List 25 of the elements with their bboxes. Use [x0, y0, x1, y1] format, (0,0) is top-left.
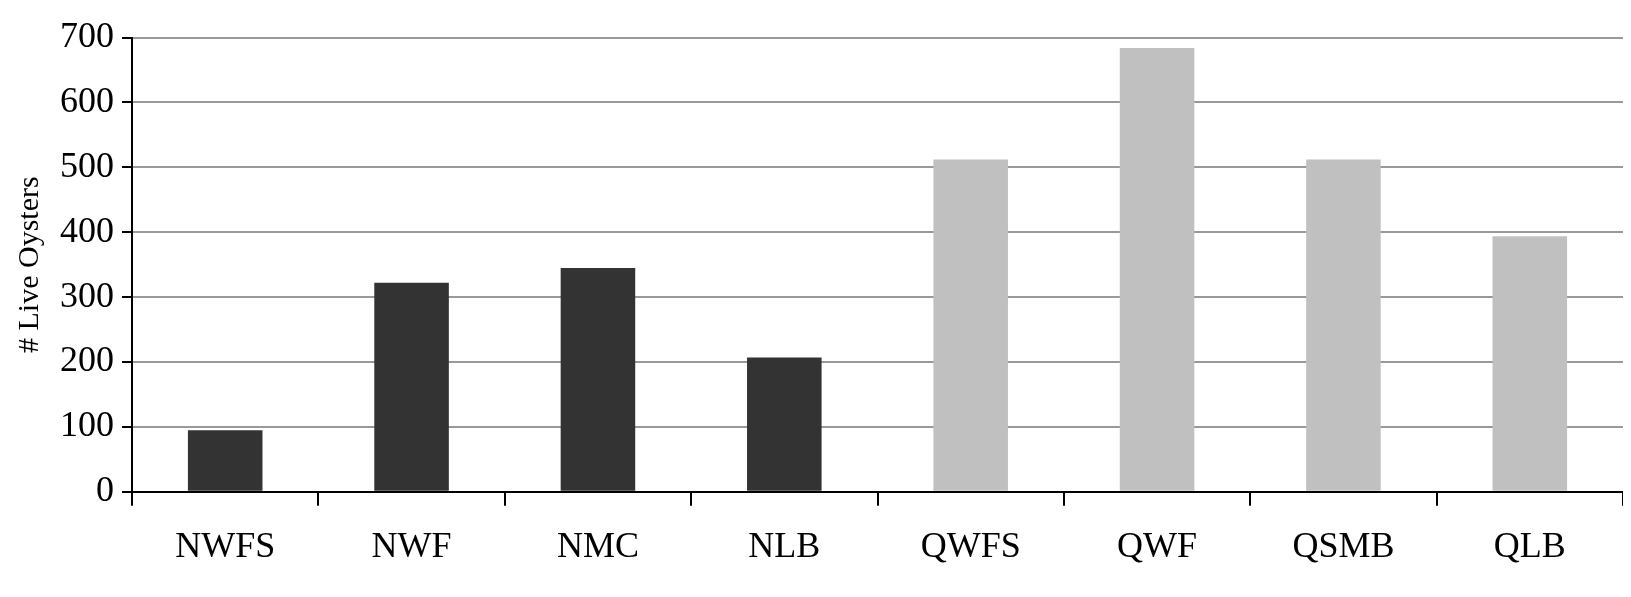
y-tick-label: 500: [60, 144, 114, 185]
x-tick-label: NLB: [748, 524, 821, 565]
x-tick-label: QWFS: [920, 524, 1021, 565]
bar: [1306, 159, 1381, 491]
bar: [933, 159, 1008, 491]
bar: [747, 357, 822, 491]
bar: [560, 267, 636, 491]
x-tick-label: QSMB: [1292, 524, 1395, 565]
y-tick-label: 700: [60, 15, 114, 56]
y-tick-label: 400: [60, 209, 114, 250]
bar: [374, 282, 449, 491]
x-tick-label: QWF: [1117, 524, 1198, 565]
y-tick-label: 600: [60, 79, 114, 120]
y-tick-label: 0: [96, 469, 114, 510]
y-axis-title: # Live Oysters: [10, 176, 44, 354]
x-tick-label: NWF: [371, 524, 452, 565]
y-tick-label: 300: [60, 274, 114, 315]
bar: [1119, 47, 1195, 491]
y-tick-label: 200: [60, 339, 114, 380]
bar: [1492, 236, 1568, 491]
x-tick-label: NWFS: [175, 524, 276, 565]
y-tick-label: 100: [60, 404, 114, 445]
x-tick-label: QLB: [1493, 524, 1566, 565]
bar: [187, 430, 263, 491]
x-tick-label: NMC: [556, 524, 639, 565]
